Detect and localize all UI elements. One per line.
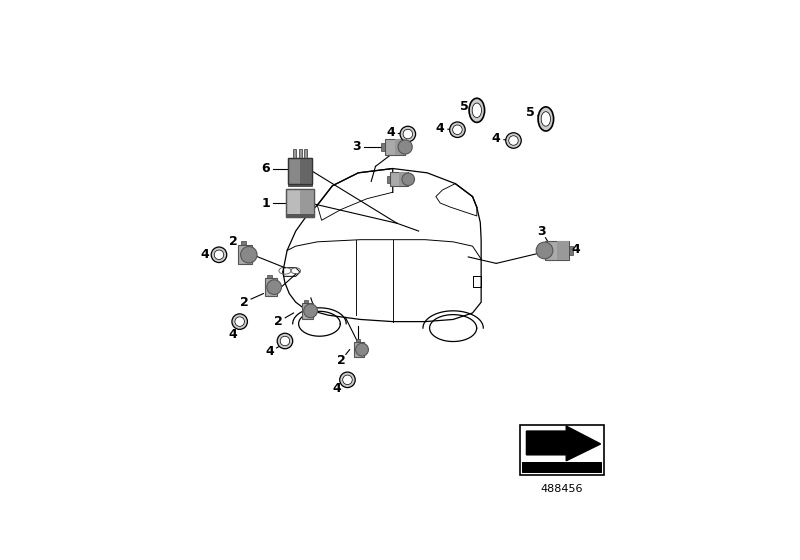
Text: 2: 2 [274, 315, 283, 328]
FancyBboxPatch shape [304, 149, 307, 158]
Circle shape [400, 126, 416, 142]
Text: 5: 5 [459, 100, 468, 113]
Text: 5: 5 [526, 106, 535, 119]
Circle shape [232, 314, 247, 329]
Text: 4: 4 [386, 126, 395, 139]
Text: 6: 6 [262, 162, 270, 175]
Circle shape [403, 129, 413, 139]
Text: 4: 4 [266, 346, 274, 358]
FancyBboxPatch shape [288, 184, 312, 186]
Text: 4: 4 [572, 242, 580, 256]
FancyBboxPatch shape [354, 342, 364, 357]
FancyBboxPatch shape [241, 241, 246, 245]
FancyBboxPatch shape [300, 189, 314, 217]
Text: 3: 3 [538, 225, 546, 237]
Text: 4: 4 [436, 122, 445, 135]
Circle shape [340, 372, 355, 388]
FancyBboxPatch shape [520, 425, 604, 475]
FancyBboxPatch shape [299, 149, 302, 158]
Circle shape [402, 173, 414, 185]
Text: 3: 3 [352, 141, 361, 153]
Text: 4: 4 [492, 132, 501, 145]
Text: 4: 4 [332, 382, 341, 395]
FancyBboxPatch shape [381, 143, 385, 151]
Ellipse shape [541, 111, 550, 126]
FancyBboxPatch shape [267, 275, 271, 278]
Circle shape [342, 375, 352, 385]
FancyBboxPatch shape [286, 189, 314, 217]
Circle shape [506, 133, 522, 148]
FancyBboxPatch shape [288, 158, 312, 184]
Ellipse shape [469, 98, 485, 123]
Text: 4: 4 [201, 248, 210, 262]
FancyBboxPatch shape [294, 149, 296, 158]
FancyBboxPatch shape [265, 278, 277, 296]
Text: 1: 1 [261, 197, 270, 209]
FancyBboxPatch shape [395, 139, 405, 155]
FancyBboxPatch shape [286, 214, 314, 217]
Circle shape [241, 246, 257, 263]
Circle shape [453, 125, 462, 134]
FancyBboxPatch shape [545, 241, 569, 260]
Circle shape [450, 122, 465, 138]
FancyBboxPatch shape [238, 245, 252, 264]
Text: 488456: 488456 [541, 484, 583, 494]
Circle shape [509, 136, 518, 145]
Text: 2: 2 [240, 296, 248, 309]
Text: 4: 4 [229, 328, 238, 341]
FancyBboxPatch shape [390, 172, 408, 186]
FancyBboxPatch shape [356, 339, 360, 342]
FancyBboxPatch shape [387, 176, 390, 183]
Circle shape [267, 280, 282, 295]
Ellipse shape [538, 107, 554, 131]
Circle shape [280, 336, 290, 346]
FancyBboxPatch shape [304, 300, 308, 303]
FancyBboxPatch shape [302, 303, 313, 319]
Polygon shape [526, 426, 601, 461]
Circle shape [211, 247, 226, 263]
Circle shape [398, 140, 412, 154]
FancyBboxPatch shape [385, 139, 405, 155]
Circle shape [235, 317, 245, 326]
Circle shape [536, 242, 553, 259]
FancyBboxPatch shape [399, 172, 408, 186]
Ellipse shape [472, 103, 482, 118]
Circle shape [304, 304, 318, 318]
FancyBboxPatch shape [522, 461, 602, 473]
FancyBboxPatch shape [569, 246, 573, 255]
Circle shape [214, 250, 224, 259]
Circle shape [277, 333, 293, 349]
Text: 2: 2 [337, 354, 346, 367]
Text: 2: 2 [229, 235, 238, 248]
FancyBboxPatch shape [300, 158, 312, 184]
Circle shape [356, 343, 369, 356]
FancyBboxPatch shape [557, 241, 569, 260]
